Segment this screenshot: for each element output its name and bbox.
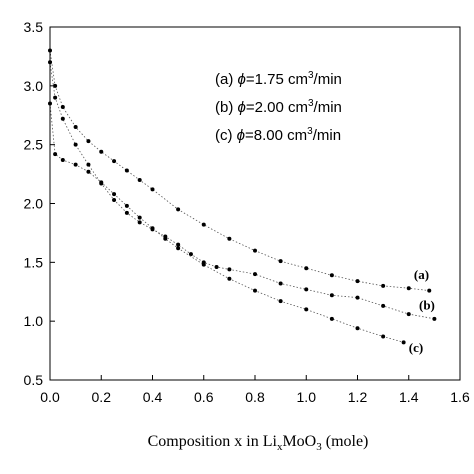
y-tick-label: 0.5	[24, 372, 44, 388]
series-a-point	[227, 236, 232, 241]
series-a: (a)	[48, 48, 432, 293]
series-c-point	[355, 326, 360, 331]
series-c-point	[176, 246, 181, 251]
x-axis-title: Composition x in LixMoO3 (mole)	[148, 433, 369, 453]
y-tick-label: 1.5	[24, 254, 44, 270]
series-b-point	[60, 116, 65, 121]
series-c-point	[401, 340, 406, 345]
series-c-point	[124, 203, 129, 208]
series-a-label: (a)	[414, 267, 429, 282]
series-b-point	[214, 265, 219, 270]
series-c-point	[112, 192, 117, 197]
series-layer: (a) (b) (c)	[48, 48, 437, 355]
series-b-point	[253, 272, 257, 277]
series-c-point	[53, 152, 58, 157]
series-c-point	[150, 226, 155, 231]
x-tick-label: 0.6	[194, 389, 214, 405]
series-a-point	[427, 288, 432, 293]
ticks-layer: 0.0 0.2 0.4 0.6 0.8 1.0 1.2 1.4 1.6 0.5 1.0 1.5 2.0 2…	[24, 19, 470, 405]
series-a-point	[124, 168, 129, 173]
series-c: (c)	[48, 101, 423, 355]
series-a-point	[112, 159, 117, 164]
series-a-point	[99, 149, 104, 154]
legend-entry-c: (c) ϕ=8.00 cm3/min	[215, 126, 341, 144]
series-c-point	[253, 288, 257, 293]
x-tick-label: 0.4	[143, 389, 163, 405]
series-c-point	[73, 162, 78, 167]
series-b-label: (b)	[419, 297, 435, 312]
series-c-point	[60, 157, 65, 162]
legend: (a) ϕ=1.75 cm3/min (b) ϕ=2.00 cm3/min (c…	[215, 70, 342, 144]
series-b-point	[381, 303, 386, 308]
series-a-point	[86, 139, 91, 144]
series-a-point	[150, 187, 155, 192]
series-b-point	[124, 210, 129, 215]
series-c-point	[381, 334, 386, 339]
series-b-point	[406, 312, 411, 317]
series-b-point	[73, 142, 78, 147]
series-b-point	[227, 267, 232, 272]
series-c-point	[99, 180, 104, 185]
series-a-point	[381, 283, 386, 288]
y-tick-label: 3.5	[24, 19, 44, 35]
x-tick-label: 1.4	[399, 389, 419, 405]
series-b-point	[278, 281, 283, 286]
y-tick-label: 1.0	[24, 313, 44, 329]
series-b-point	[188, 252, 193, 257]
series-a-point	[176, 207, 181, 212]
series-a-point	[278, 259, 283, 264]
series-c-point	[329, 316, 334, 321]
series-a-point	[60, 105, 65, 110]
series-c-point	[278, 299, 283, 304]
y-tick-label: 2.5	[24, 137, 44, 153]
series-c-label: (c)	[409, 340, 423, 355]
series-c-point	[163, 236, 168, 241]
series-c-point	[137, 215, 142, 220]
series-a-point	[253, 248, 257, 253]
x-tick-label: 1.6	[450, 389, 470, 405]
series-a-point	[355, 279, 360, 284]
series-b-point	[53, 95, 58, 100]
series-b-point	[432, 316, 437, 321]
series-a-point	[201, 222, 206, 227]
series-c-point	[227, 276, 232, 281]
series-a-point	[304, 266, 309, 271]
series-b-point	[86, 162, 91, 167]
series-a-point	[329, 273, 334, 278]
series-c-point	[304, 307, 309, 312]
series-b-point	[304, 287, 309, 292]
x-tick-label: 0.2	[92, 389, 112, 405]
series-b-point	[112, 197, 117, 202]
series-c-point	[86, 169, 91, 174]
series-b-point	[137, 220, 142, 225]
series-a-point	[137, 177, 142, 182]
series-c-point	[201, 262, 206, 267]
series-a-point	[73, 125, 78, 130]
y-tick-label: 3.0	[24, 78, 44, 94]
legend-entry-b: (b) ϕ=2.00 cm3/min	[215, 98, 342, 116]
series-c-line	[49, 103, 404, 343]
x-tick-label: 0.0	[40, 389, 60, 405]
series-b: (b)	[48, 60, 437, 321]
series-b-point	[329, 293, 334, 298]
series-b-point	[355, 295, 360, 300]
x-tick-label: 1.0	[297, 389, 317, 405]
legend-entry-a: (a) ϕ=1.75 cm3/min	[215, 70, 342, 88]
x-tick-label: 1.2	[348, 389, 368, 405]
series-b-point	[176, 242, 181, 247]
x-tick-label: 0.8	[245, 389, 265, 405]
series-a-point	[53, 83, 58, 88]
series-a-point	[406, 286, 411, 291]
y-tick-label: 2.0	[24, 196, 44, 212]
